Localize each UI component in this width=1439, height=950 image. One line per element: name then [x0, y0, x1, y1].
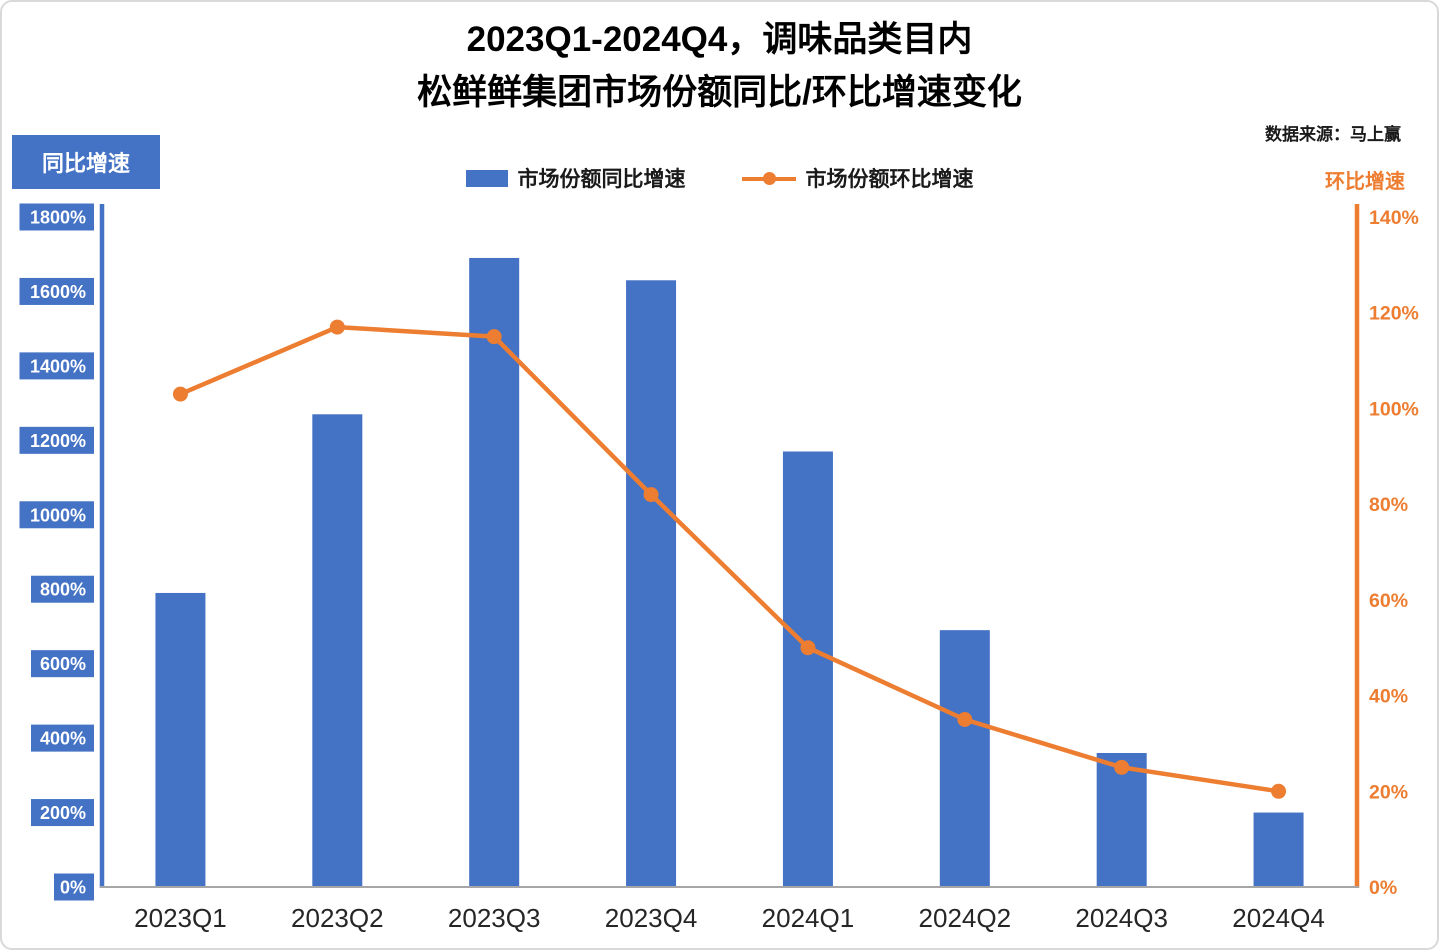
- line-point-2024Q2: [957, 712, 973, 727]
- left-axis-tick-label: 1400%: [30, 356, 86, 376]
- line-point-2023Q3: [486, 329, 502, 345]
- left-axis-tick-label: 1800%: [30, 208, 86, 228]
- x-axis-label-2024Q3: 2024Q3: [1075, 903, 1168, 933]
- x-axis-label-2023Q4: 2023Q4: [605, 903, 698, 933]
- x-axis-label-2024Q1: 2024Q1: [762, 903, 855, 933]
- left-axis-tick-label: 0%: [60, 878, 86, 898]
- right-axis-tick-label: 80%: [1369, 494, 1408, 516]
- left-tick-box: [19, 426, 94, 454]
- legend-line-label: 市场份额环比增速: [805, 168, 974, 191]
- line-point-2024Q3: [1114, 759, 1130, 775]
- left-tick-box: [19, 501, 94, 529]
- left-tick-box: [54, 873, 94, 901]
- x-axis-label-2023Q2: 2023Q2: [291, 903, 384, 933]
- right-axis-tick-label: 120%: [1369, 303, 1419, 325]
- line-point-2024Q4: [1271, 783, 1287, 799]
- bar-2024Q2: [939, 630, 990, 887]
- bar-series-swatch-icon: [465, 169, 508, 187]
- bar-2023Q1: [155, 592, 206, 887]
- right-axis-tick-label: 20%: [1369, 781, 1408, 803]
- x-axis-label-2023Q1: 2023Q1: [134, 903, 227, 933]
- bar-2024Q1: [782, 451, 833, 887]
- right-axis-title: 环比增速: [1325, 171, 1405, 193]
- chart-title-line1: 2023Q1-2024Q4，调味品类目内: [466, 20, 973, 59]
- data-source-note: 数据来源：马上赢: [1265, 125, 1401, 144]
- bar-2023Q3: [469, 257, 520, 887]
- x-axis-label-2024Q2: 2024Q2: [919, 903, 1012, 933]
- x-axis-label-2023Q3: 2023Q3: [448, 903, 541, 933]
- bar-2023Q4: [626, 280, 677, 887]
- chart-title: 2023Q1-2024Q4，调味品类目内 松鲜鲜集团市场份额同比/环比增速变化: [2, 22, 1437, 110]
- line-series-swatch-icon: [741, 170, 796, 187]
- right-axis-tick-label: 60%: [1369, 590, 1408, 612]
- left-axis-tick-label: 1200%: [30, 431, 86, 451]
- left-axis-tick-label: 600%: [40, 654, 86, 674]
- legend-item-bar-series: 市场份额同比增速: [465, 163, 686, 193]
- left-axis-tick-label: 1600%: [30, 282, 86, 302]
- left-axis-title: 同比增速: [12, 135, 161, 189]
- x-axis-label-2024Q4: 2024Q4: [1232, 903, 1325, 933]
- line-point-2023Q2: [329, 319, 345, 335]
- left-tick-box: [31, 575, 94, 603]
- legend-item-line-series: 市场份额环比增速: [741, 163, 974, 193]
- bar-2024Q4: [1253, 812, 1304, 887]
- left-tick-box: [31, 724, 94, 752]
- line-point-2023Q1: [172, 386, 188, 402]
- right-axis-tick-label: 0%: [1369, 877, 1397, 899]
- legend-bar-label: 市场份额同比增速: [517, 168, 686, 191]
- right-axis-tick-label: 100%: [1369, 398, 1419, 420]
- right-axis-tick-label: 40%: [1369, 686, 1408, 708]
- line-point-2024Q1: [800, 640, 816, 656]
- chart-title-line2: 松鲜鲜集团市场份额同比/环比增速变化: [417, 73, 1022, 112]
- left-tick-box: [19, 277, 94, 305]
- left-axis-tick-label: 1000%: [30, 505, 86, 525]
- left-tick-box: [19, 203, 94, 231]
- left-axis-tick-label: 200%: [40, 803, 86, 823]
- left-tick-box: [31, 799, 94, 827]
- right-axis-tick-label: 140%: [1369, 207, 1419, 229]
- bar-2023Q2: [312, 414, 363, 887]
- left-axis-tick-label: 400%: [40, 729, 86, 749]
- legend: 市场份额同比增速 市场份额环比增速: [465, 163, 974, 193]
- left-tick-box: [19, 352, 94, 380]
- line-point-2023Q4: [643, 487, 659, 503]
- bar-2024Q3: [1096, 753, 1147, 887]
- left-axis-tick-label: 800%: [40, 580, 86, 600]
- line-series-path: [178, 324, 1281, 794]
- left-tick-box: [31, 650, 94, 678]
